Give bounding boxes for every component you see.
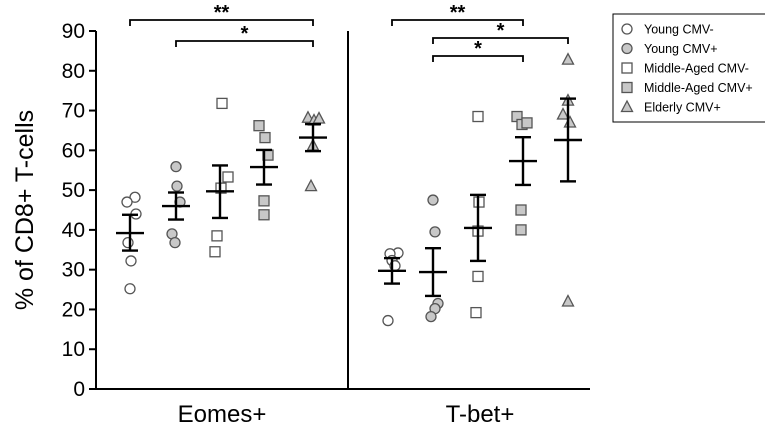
data-point [258, 209, 270, 221]
data-point [125, 255, 137, 267]
y-tick-label: 90 [62, 20, 85, 43]
data-point [258, 195, 270, 207]
data-point [470, 306, 482, 319]
data-point [472, 270, 484, 283]
significance-bracket [391, 19, 524, 26]
data-point [121, 196, 133, 208]
data-point [122, 236, 134, 249]
y-tick-label: 70 [62, 100, 85, 123]
data-point [171, 180, 183, 192]
data-point [427, 194, 439, 206]
y-tick-label: 80 [62, 60, 85, 83]
data-point [561, 294, 575, 307]
data-point [472, 110, 484, 123]
significance-bracket [432, 37, 569, 44]
legend-entry-label: Young CMV+ [644, 42, 718, 56]
significance-label: * [497, 20, 505, 42]
data-point [382, 314, 394, 327]
legend-box [612, 13, 765, 123]
legend-entry-label: Middle-Aged CMV+ [644, 81, 753, 95]
legend-marker [621, 42, 633, 55]
data-point [259, 131, 271, 144]
data-point [561, 52, 575, 65]
data-point [209, 246, 221, 258]
legend-marker [621, 62, 633, 74]
x-category-label: T-bet+ [446, 401, 515, 424]
data-point [211, 230, 223, 242]
data-point [169, 236, 181, 249]
data-point [253, 120, 265, 132]
y-tick-label: 60 [62, 139, 85, 162]
y-tick-label: 10 [62, 338, 85, 361]
legend-entry-label: Middle-Aged CMV- [644, 62, 749, 76]
significance-bracket [129, 19, 314, 26]
data-point [216, 97, 228, 110]
x-category-label: Eomes+ [178, 401, 267, 424]
y-tick-label: 50 [62, 179, 85, 202]
data-point [515, 204, 527, 216]
legend-entry-label: Young CMV- [644, 23, 714, 37]
data-point [304, 178, 318, 192]
legend-marker [620, 99, 634, 113]
legend-marker [621, 23, 633, 35]
y-tick-label: 0 [73, 378, 85, 401]
legend-entry-label: Elderly CMV+ [644, 101, 721, 115]
y-tick-label: 30 [62, 259, 85, 282]
data-point [170, 160, 182, 173]
data-point [124, 283, 136, 295]
legend: Young CMV- Young CMV+ Middle-Aged CMV- Midd… [612, 13, 765, 123]
significance-label: * [241, 23, 249, 45]
significance-bracket [432, 55, 524, 62]
data-point [429, 226, 441, 238]
legend-marker [621, 81, 633, 94]
significance-label: * [474, 38, 482, 60]
data-point [222, 171, 234, 183]
significance-label: ** [450, 2, 466, 24]
y-tick-label: 40 [62, 219, 85, 242]
y-axis-label: % of CD8+ T-cells [11, 110, 39, 310]
y-tick-label: 20 [62, 298, 85, 321]
significance-bracket [175, 40, 314, 47]
data-point [556, 107, 570, 120]
significance-label: ** [214, 2, 230, 24]
data-point [515, 224, 527, 236]
data-point [425, 310, 437, 323]
data-point [521, 117, 533, 129]
